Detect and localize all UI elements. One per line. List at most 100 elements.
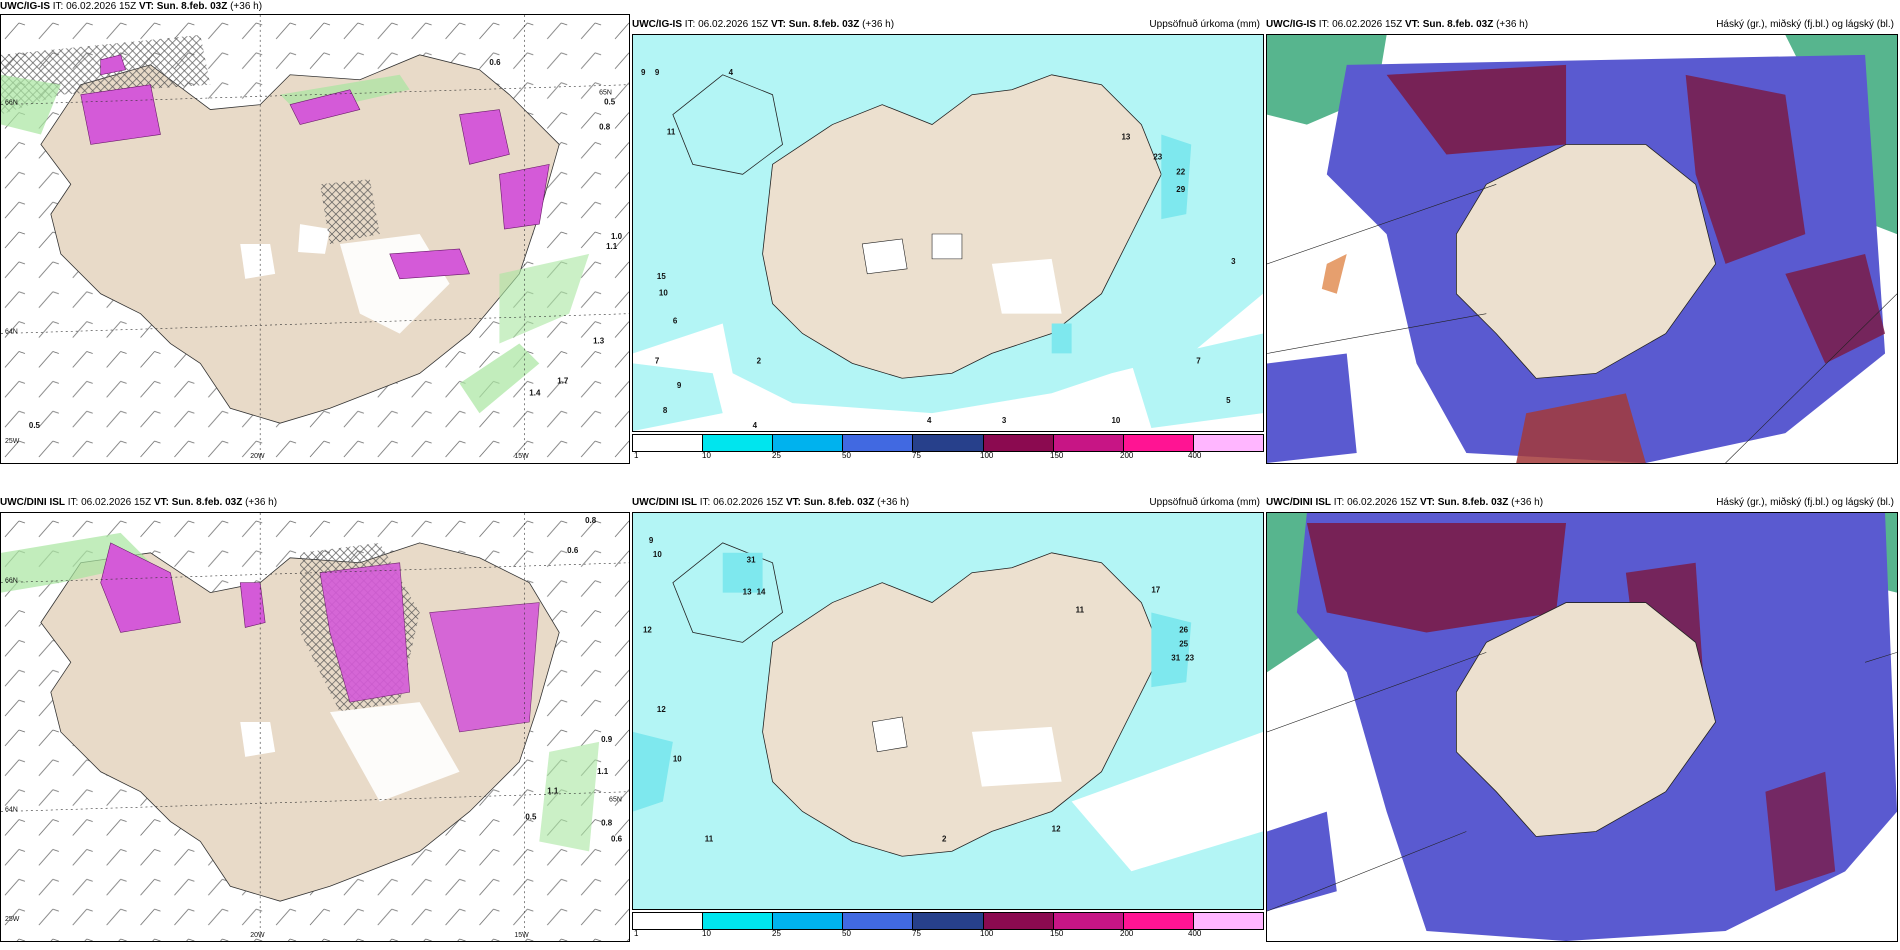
legend-label: 50 xyxy=(842,929,851,938)
value-label: 1.1 xyxy=(547,787,559,796)
value-label: 5 xyxy=(1226,396,1231,405)
legend-label: 10 xyxy=(702,929,711,938)
legend-swatch xyxy=(1193,913,1263,929)
legend-swatch xyxy=(703,913,774,929)
valid-time: VT: Sun. 8.feb. 03Z xyxy=(1404,19,1494,30)
map-frame: 25W 20W 15W 66N 65N 64N 0.6 0.5 0.8 1.0 … xyxy=(0,14,630,464)
legend-labels: 1 10 25 50 75 100 150 200 400 xyxy=(632,451,1264,461)
panel-header: UWC/IG-IS IT: 06.02.2026 15Z VT: Sun. 8.… xyxy=(0,0,630,14)
lon-label: 15W xyxy=(514,932,529,939)
value-label: 13 xyxy=(743,588,752,597)
legend-swatch xyxy=(1123,435,1194,451)
lat-label: 65N xyxy=(609,797,622,804)
value-label: 4 xyxy=(753,421,758,430)
legend-swatch xyxy=(983,435,1054,451)
value-label: 9 xyxy=(677,381,682,390)
legend-label: 200 xyxy=(1120,451,1134,460)
value-label: 14 xyxy=(757,588,766,597)
value-label: 1.7 xyxy=(557,376,569,385)
legend-label: 150 xyxy=(1050,451,1064,460)
init-time: IT: 06.02.2026 15Z xyxy=(697,497,786,508)
value-label: 17 xyxy=(1151,586,1160,595)
model-name: UWC/IG-IS xyxy=(1266,19,1316,30)
legend-swatch xyxy=(1193,435,1263,451)
lat-label: 65N xyxy=(599,90,612,97)
lead-time: (+36 h) xyxy=(242,497,278,508)
field-title: Háský (gr.), miðský (fj.bl.) og lágský (… xyxy=(1716,19,1894,30)
value-label: 29 xyxy=(1176,185,1185,194)
legend-swatch xyxy=(913,913,984,929)
map-frame xyxy=(1266,34,1898,464)
value-label: 0.8 xyxy=(599,122,611,131)
legend-swatch xyxy=(843,913,914,929)
model-name: UWC/IG-IS xyxy=(632,19,682,30)
legend-label: 50 xyxy=(842,451,851,460)
value-label: 12 xyxy=(657,705,666,714)
value-label: 10 xyxy=(673,755,682,764)
value-label: 0.6 xyxy=(611,834,623,843)
legend-bar xyxy=(632,912,1264,930)
precip-map: 9 10 12 12 10 11 31 13 14 26 25 31 23 17… xyxy=(633,513,1263,909)
value-label: 0.5 xyxy=(604,98,616,107)
value-label: 3 xyxy=(1002,416,1007,425)
map-frame xyxy=(1266,512,1898,942)
lead-time: (+36 h) xyxy=(227,1,263,12)
legend-label: 25 xyxy=(772,451,781,460)
init-time: IT: 06.02.2026 15Z xyxy=(1316,19,1405,30)
init-time: IT: 06.02.2026 15Z xyxy=(682,19,771,30)
map-frame: 9 9 4 11 15 10 6 7 9 8 4 2 22 29 23 13 3… xyxy=(632,34,1264,432)
wind-map: 25W 20W 15W 66N 65N 64N 0.8 0.6 0.9 1.1 … xyxy=(1,513,629,941)
lead-time: (+36 h) xyxy=(859,19,895,30)
value-label: 1.0 xyxy=(611,232,623,241)
value-label: 0.5 xyxy=(29,421,41,430)
lon-label: 20W xyxy=(250,932,265,939)
legend-swatch xyxy=(773,435,844,451)
value-label: 10 xyxy=(1111,416,1120,425)
panel-wind-igis: UWC/IG-IS IT: 06.02.2026 15Z VT: Sun. 8.… xyxy=(0,1,630,464)
legend-label: 400 xyxy=(1188,929,1202,938)
value-label: 11 xyxy=(1076,606,1085,615)
value-label: 22 xyxy=(1176,167,1185,176)
panel-precip-dini: UWC/DINI ISL IT: 06.02.2026 15Z VT: Sun.… xyxy=(632,496,1264,942)
wind-map: 25W 20W 15W 66N 65N 64N 0.6 0.5 0.8 1.0 … xyxy=(1,15,629,463)
lon-label: 20W xyxy=(250,453,265,460)
legend-swatch xyxy=(633,435,704,451)
panel-precip-igis: UWC/IG-IS IT: 06.02.2026 15Z VT: Sun. 8.… xyxy=(632,14,1264,464)
legend-label: 100 xyxy=(980,451,994,460)
value-label: 2 xyxy=(942,834,947,843)
cloud-map xyxy=(1267,35,1897,463)
panel-clouds-dini: UWC/DINI ISL IT: 06.02.2026 15Z VT: Sun.… xyxy=(1266,496,1898,942)
value-label: 4 xyxy=(729,68,734,77)
field-title: Háský (gr.), miðský (fj.bl.) og lágský (… xyxy=(1716,497,1894,508)
lat-label: 64N xyxy=(5,807,18,814)
value-label: 26 xyxy=(1179,625,1188,634)
value-label: 0.6 xyxy=(567,546,579,555)
legend-swatch xyxy=(633,913,704,929)
value-label: 0.8 xyxy=(601,819,613,828)
model-name: UWC/DINI ISL xyxy=(1266,497,1331,508)
valid-time: VT: Sun. 8.feb. 03Z xyxy=(1419,497,1509,508)
value-label: 13 xyxy=(1121,132,1130,141)
init-time: IT: 06.02.2026 15Z xyxy=(65,497,154,508)
init-time: IT: 06.02.2026 15Z xyxy=(1331,497,1420,508)
legend-label: 75 xyxy=(912,929,921,938)
lead-time: (+36 h) xyxy=(1508,497,1544,508)
value-label: 9 xyxy=(655,68,660,77)
value-label: 7 xyxy=(655,356,660,365)
legend-label: 10 xyxy=(702,451,711,460)
valid-time: VT: Sun. 8.feb. 03Z xyxy=(770,19,860,30)
legend-labels: 1 10 25 50 75 100 150 200 400 xyxy=(632,929,1264,939)
value-label: 9 xyxy=(649,536,654,545)
panel-wind-dini: UWC/DINI ISL IT: 06.02.2026 15Z VT: Sun.… xyxy=(0,496,630,942)
legend-swatch xyxy=(1053,913,1124,929)
legend-label: 100 xyxy=(980,929,994,938)
cloud-map xyxy=(1267,513,1897,941)
lat-label: 66N xyxy=(5,100,18,107)
legend-label: 400 xyxy=(1188,451,1202,460)
legend-swatch xyxy=(1123,913,1194,929)
legend-swatch xyxy=(1053,435,1124,451)
lat-label: 64N xyxy=(5,329,18,336)
lead-time: (+36 h) xyxy=(1493,19,1529,30)
legend-swatch xyxy=(703,435,774,451)
value-label: 0.6 xyxy=(489,58,501,67)
